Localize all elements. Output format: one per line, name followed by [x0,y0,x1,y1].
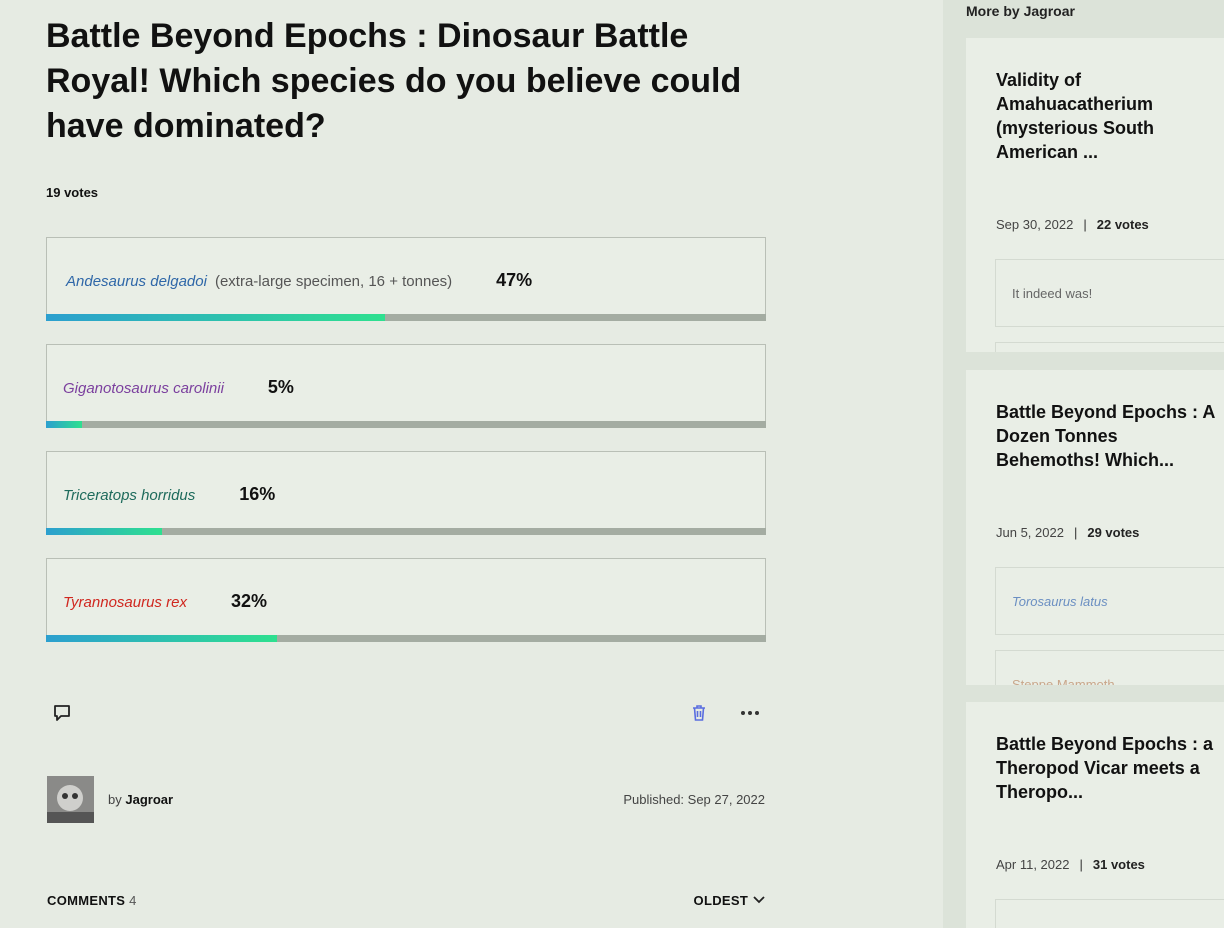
card-option[interactable]: Steppe Mammoth [995,650,1224,685]
option-text: Triceratops horridus 16% [63,484,275,505]
card-meta: Apr 11, 2022 | 31 votes [996,857,1145,872]
avatar[interactable] [47,776,94,823]
card-meta: Sep 30, 2022 | 22 votes [996,217,1149,232]
comments-header: COMMENTS 4 [47,893,137,908]
option-text: Andesaurus delgadoi (extra-large specimen… [66,270,532,291]
option-name: Triceratops horridus [63,487,196,504]
author-name[interactable]: Jagroar [125,792,174,807]
card-title: Battle Beyond Epochs : A Dozen Tonnes Be… [996,402,1215,470]
poll-option[interactable]: Triceratops horridus 16% [46,451,766,535]
option-name: Giganotosaurus carolinii [63,380,224,397]
progress-fill [46,635,278,642]
delete-icon[interactable] [689,703,709,723]
poll-option[interactable]: Andesaurus delgadoi (extra-large specimen… [46,237,766,321]
poll-title: Battle Beyond Epochs : Dinosaur Battle R… [46,17,742,145]
card-date: Sep 30, 2022 [996,217,1074,232]
card-votes: 29 votes [1087,525,1140,540]
card-option[interactable]: It indeed was! [995,259,1224,327]
poll-card[interactable]: Battle Beyond Epochs : a Theropod Vicar … [966,702,1224,928]
vote-count: 19 votes [46,185,99,200]
separator: | [1079,857,1083,872]
published-date: Published: Sep 27, 2022 [623,792,765,807]
card-title: Validity of Amahuacatherium (mysterious … [996,70,1155,162]
option-name: Tyrannosaurus rex [63,594,187,611]
card-votes: 31 votes [1092,857,1145,872]
card-votes: 22 votes [1096,217,1149,232]
poll-card[interactable]: Battle Beyond Epochs : A Dozen Tonnes Be… [966,370,1224,685]
progress-track [46,314,766,321]
card-meta: Jun 5, 2022 | 29 votes [996,525,1139,540]
comment-icon[interactable] [52,703,72,723]
option-note: (extra-large specimen, 16 + tonnes) [214,273,453,290]
option-percent: 5% [267,377,294,397]
card-date: Jun 5, 2022 [996,525,1064,540]
card-option[interactable]: probably not [995,342,1224,352]
chevron [753,896,765,904]
poll-option[interactable]: Tyrannosaurus rex 32% [46,558,766,642]
card-date: Apr 11, 2022 [996,857,1070,872]
card-title: Battle Beyond Epochs : a Theropod Vicar … [996,734,1214,802]
progress-fill [46,314,386,321]
option-text: Tyrannosaurus rex 32% [63,591,267,612]
separator: | [1083,217,1087,232]
option-percent: 32% [230,591,267,611]
progress-track [46,528,766,535]
more-icon[interactable] [740,708,762,718]
poll-card[interactable]: Validity of Amahuacatherium (mysterious … [966,38,1224,352]
card-option[interactable]: Barinasuchus arveloi [995,899,1224,928]
option-percent: 16% [239,484,276,504]
progress-fill [46,421,83,428]
progress-track [46,635,766,642]
progress-track [46,421,766,428]
comments-count: 4 [129,893,137,908]
option-name: Andesaurus delgadoi [66,273,207,290]
separator: | [1073,525,1078,540]
option-percent: 47% [496,270,533,290]
option-text: Giganotosaurus carolinii 5% [63,377,294,398]
poll-option[interactable]: Giganotosaurus carolinii 5% [46,344,766,428]
card-option[interactable]: Torosaurus latus [995,567,1224,635]
comments-label: COMMENTS [47,893,126,908]
author-line: by Jagroar [108,792,173,807]
progress-fill [46,528,162,535]
by-label: by [108,792,122,807]
sort-dropdown[interactable]: OLDEST [694,893,766,908]
sidebar-heading: More by Jagroar [966,3,1075,19]
sort-label: OLDEST [693,893,749,908]
